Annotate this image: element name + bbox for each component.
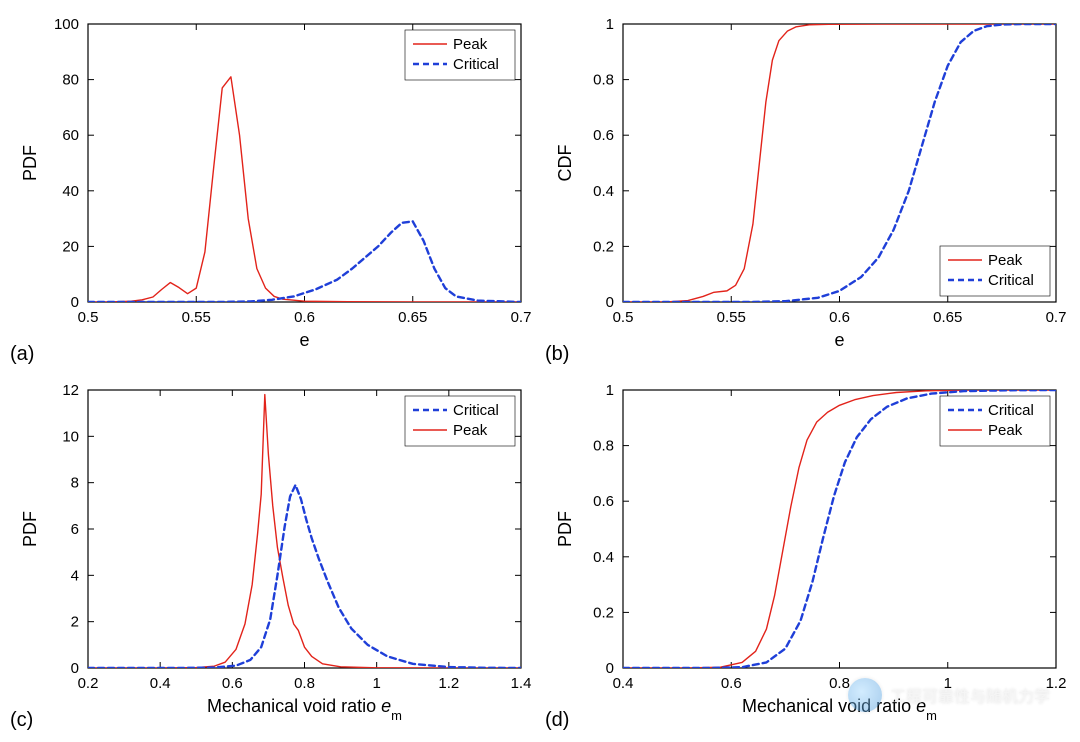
svg-text:Critical: Critical [988,272,1034,289]
svg-text:0.7: 0.7 [511,309,532,326]
svg-text:0.4: 0.4 [593,183,614,200]
svg-text:e: e [299,330,309,350]
chart-c: 0.2 0.4 0.6 0.8 1 1.2 1.4 0 2 4 6 8 10 12 Mechanical v… [10,376,535,726]
svg-text:40: 40 [62,183,79,200]
svg-text:6: 6 [71,521,79,538]
svg-text:PDF: PDF [20,511,40,547]
svg-text:0.8: 0.8 [829,675,850,692]
svg-text:0.6: 0.6 [222,675,243,692]
svg-text:0.4: 0.4 [613,675,634,692]
svg-text:20: 20 [62,238,79,255]
svg-text:1: 1 [372,675,380,692]
svg-text:0.4: 0.4 [593,549,614,566]
svg-text:0: 0 [606,660,614,677]
svg-text:0.65: 0.65 [398,309,427,326]
svg-text:PDF: PDF [20,145,40,181]
svg-text:1: 1 [606,382,614,399]
chart-d: 0.4 0.6 0.8 1 1.2 0 0.2 0.4 0.6 0.8 1 Mechanical vo… [545,376,1070,726]
svg-text:0.6: 0.6 [593,127,614,144]
panel-b: 0.5 0.55 0.6 0.65 0.7 0 0.2 0.4 0.6 0.8 1 e CDF Peak C… [545,10,1070,366]
svg-text:1.4: 1.4 [511,675,532,692]
svg-text:0.55: 0.55 [182,309,211,326]
panel-c-label: (c) [10,709,33,732]
panel-a: 0.5 0.55 0.6 0.65 0.7 0 20 40 60 80 100 e PDF Peak Cri… [10,10,535,366]
svg-text:0: 0 [71,294,79,311]
chart-a: 0.5 0.55 0.6 0.65 0.7 0 20 40 60 80 100 e PDF Peak Cri… [10,10,535,360]
svg-text:Peak: Peak [453,36,488,53]
svg-text:Peak: Peak [453,422,488,439]
svg-text:2: 2 [71,614,79,631]
chart-b: 0.5 0.55 0.6 0.65 0.7 0 0.2 0.4 0.6 0.8 1 e CDF Peak C… [545,10,1070,360]
figure-grid: 0.50.550.60.650.7020406080100ePDFPeakCri… [10,10,1070,732]
svg-text:Peak: Peak [988,422,1023,439]
svg-text:0.5: 0.5 [613,309,634,326]
svg-text:Peak: Peak [988,252,1023,269]
panel-d: 0.4 0.6 0.8 1 1.2 0 0.2 0.4 0.6 0.8 1 Mechanical vo… [545,376,1070,732]
svg-text:0.8: 0.8 [294,675,315,692]
panel-c: 0.2 0.4 0.6 0.8 1 1.2 1.4 0 2 4 6 8 10 12 Mechanical v… [10,376,535,732]
svg-text:0.8: 0.8 [593,438,614,455]
svg-text:0.5: 0.5 [78,309,99,326]
svg-text:0.2: 0.2 [593,604,614,621]
svg-text:0.8: 0.8 [593,72,614,89]
svg-text:12: 12 [62,382,79,399]
svg-text:0.55: 0.55 [717,309,746,326]
svg-text:10: 10 [62,428,79,445]
svg-text:Critical: Critical [453,402,499,419]
svg-text:e: e [834,330,844,350]
svg-text:80: 80 [62,72,79,89]
svg-text:Mechanical void ratio em: Mechanical void ratio em [207,696,402,723]
panel-a-label: (a) [10,343,34,366]
svg-text:1.2: 1.2 [1046,675,1067,692]
svg-text:0.65: 0.65 [933,309,962,326]
svg-text:CDF: CDF [555,145,575,182]
svg-text:0.7: 0.7 [1046,309,1067,326]
svg-text:Critical: Critical [988,402,1034,419]
svg-text:0.6: 0.6 [294,309,315,326]
panel-b-label: (b) [545,343,569,366]
svg-text:4: 4 [71,567,79,584]
svg-text:0.2: 0.2 [593,238,614,255]
svg-text:0.2: 0.2 [78,675,99,692]
svg-text:0.6: 0.6 [829,309,850,326]
panel-d-label: (d) [545,709,569,732]
svg-text:1: 1 [606,16,614,33]
svg-text:100: 100 [54,16,79,33]
svg-text:1: 1 [944,675,952,692]
svg-text:0: 0 [606,294,614,311]
svg-text:0.6: 0.6 [721,675,742,692]
svg-text:Mechanical void ratio em: Mechanical void ratio em [742,696,937,723]
svg-text:0.4: 0.4 [150,675,171,692]
svg-text:1.2: 1.2 [438,675,459,692]
svg-text:Critical: Critical [453,56,499,73]
svg-text:0: 0 [71,660,79,677]
svg-text:0.6: 0.6 [593,493,614,510]
svg-text:8: 8 [71,475,79,492]
svg-text:PDF: PDF [555,511,575,547]
svg-text:60: 60 [62,127,79,144]
